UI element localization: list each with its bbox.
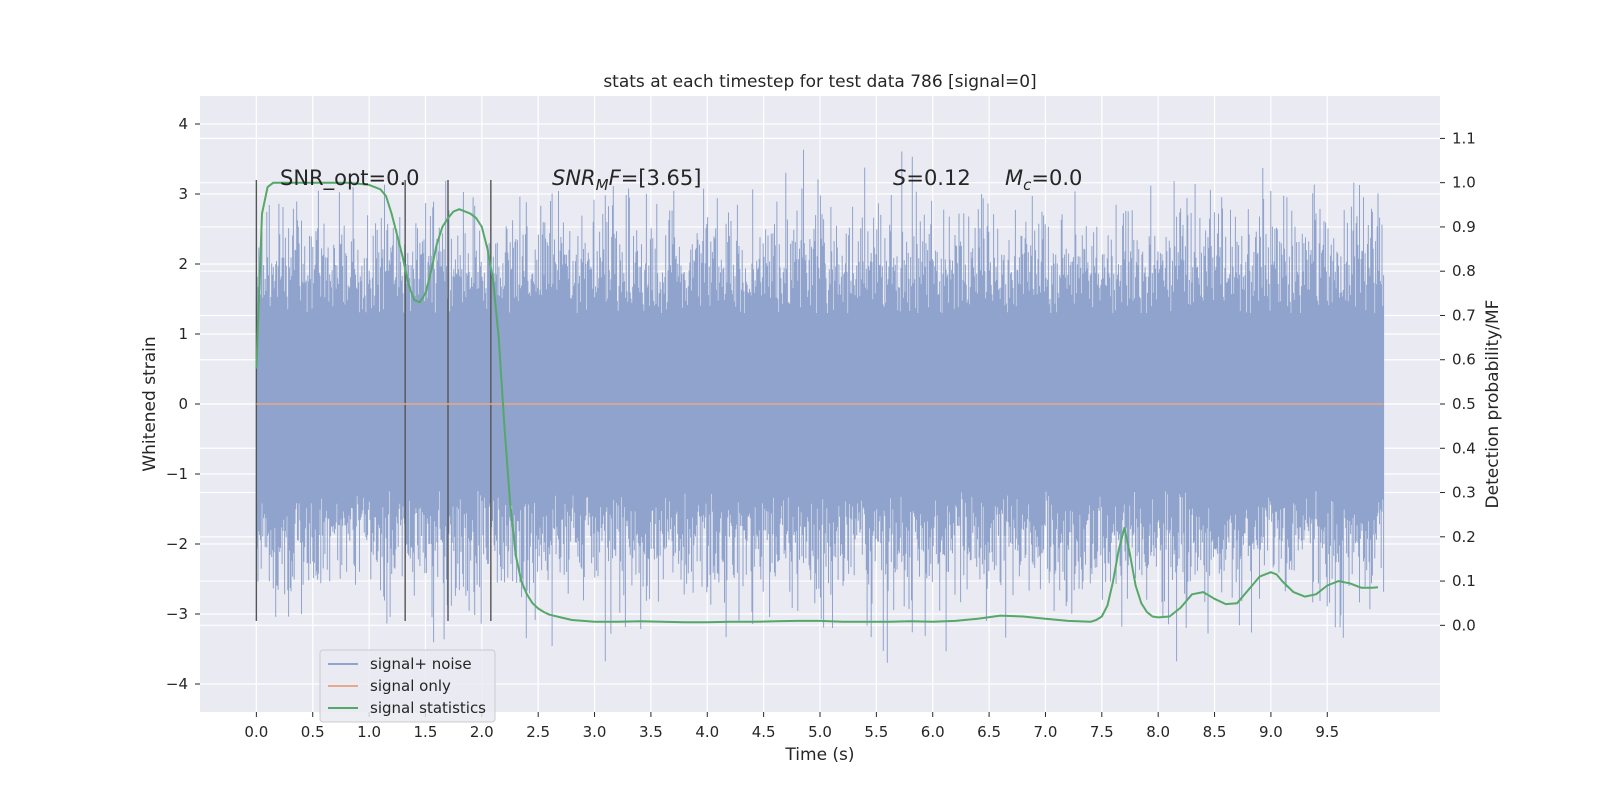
legend-label-signal-noise: signal+ noise: [370, 655, 472, 673]
x-tick-14: 7.0: [1034, 723, 1058, 741]
annotation-s-value: =0.12: [906, 166, 970, 190]
x-tick-labels: 0.0 0.5 1.0 1.5 2.0 2.5 3.0 3.5 4.0 4.5 5.0 5.5 6.0 6…: [244, 712, 1339, 741]
annotation-snr-opt: SNR_opt=0.0: [280, 166, 420, 191]
x-tick-17: 8.5: [1203, 723, 1227, 741]
y-left-tick-8: −4: [166, 675, 188, 693]
y-right-tick-0: 1.1: [1452, 129, 1476, 147]
y-left-tick-6: −2: [166, 535, 188, 553]
x-tick-4: 2.0: [470, 723, 494, 741]
x-tick-13: 6.5: [977, 723, 1001, 741]
x-axis-label: Time (s): [784, 745, 854, 765]
y-left-tick-labels: 4 3 2 1 0 −1 −2 −3 −4: [166, 115, 200, 693]
x-tick-19: 9.5: [1315, 723, 1339, 741]
annotation-mc: Mc=0.0: [1005, 166, 1082, 194]
y-right-tick-3: 0.8: [1452, 262, 1476, 280]
y-right-tick-9: 0.2: [1452, 528, 1476, 546]
y-right-tick-1: 1.0: [1452, 174, 1476, 192]
y-left-tick-3: 1: [178, 325, 188, 343]
y-right-tick-8: 0.3: [1452, 484, 1476, 502]
vertical-markers: [255, 180, 492, 621]
x-tick-1: 0.5: [301, 723, 325, 741]
x-tick-9: 4.5: [752, 723, 776, 741]
y-right-tick-2: 0.9: [1452, 218, 1476, 236]
annotation-snr-mf-f: F: [609, 166, 622, 190]
x-tick-2: 1.0: [357, 723, 381, 741]
annotation-snr-mf-value: =[3.65]: [621, 166, 702, 190]
signal-statistics-line: [255, 181, 1379, 624]
y-right-tick-10: 0.1: [1452, 572, 1476, 590]
x-tick-8: 4.0: [695, 723, 719, 741]
y-right-tick-labels: 1.1 1.0 0.9 0.8 0.7 0.6 0.5 0.4 0.3 0.2 0.1 0.0: [1440, 129, 1476, 634]
legend-box: [319, 649, 496, 723]
annotation-mc-value: =0.0: [1031, 166, 1082, 190]
y-right-tick-11: 0.0: [1452, 616, 1476, 634]
y-left-tick-1: 3: [178, 185, 188, 203]
legend-label-signal-statistics: signal statistics: [370, 699, 486, 717]
x-tick-12: 6.0: [921, 723, 945, 741]
x-tick-10: 5.0: [808, 723, 832, 741]
y-left-tick-4: 0: [178, 395, 188, 413]
y-left-axis-label: Whitened strain: [140, 336, 160, 471]
y-left-tick-0: 4: [178, 115, 188, 133]
x-tick-11: 5.5: [864, 723, 888, 741]
signal-statistics-series: [255, 181, 1379, 624]
y-right-tick-5: 0.6: [1452, 351, 1476, 369]
x-tick-18: 9.0: [1259, 723, 1283, 741]
y-right-tick-6: 0.5: [1452, 395, 1476, 413]
annotation-s: S=0.12: [893, 166, 971, 190]
x-tick-5: 2.5: [526, 723, 550, 741]
annotation-snr-mf-main: SNR: [552, 166, 596, 190]
legend-label-signal-only: signal only: [370, 677, 451, 695]
annotation-s-main: S: [893, 166, 906, 190]
y-right-axis-label: Detection probability/MF: [1483, 300, 1503, 509]
y-left-tick-2: 2: [178, 255, 188, 273]
annotation-snr-mf: SNRMF=[3.65]: [552, 166, 701, 194]
chart-title: stats at each timestep for test data 786…: [603, 72, 1036, 92]
y-right-tick-4: 0.7: [1452, 306, 1476, 324]
x-tick-16: 8.0: [1146, 723, 1170, 741]
y-left-tick-5: −1: [166, 465, 188, 483]
signal-noise-series: [255, 149, 1385, 663]
annotation-mc-main: M: [1005, 166, 1023, 190]
x-tick-6: 3.0: [583, 723, 607, 741]
annotations: SNR_opt=0.0 SNRMF=[3.65] S=0.12 Mc=0.0: [280, 166, 1082, 194]
x-tick-7: 3.5: [639, 723, 663, 741]
x-tick-3: 1.5: [414, 723, 438, 741]
legend: signal+ noise signal only signal statist…: [319, 649, 496, 723]
y-right-tick-7: 0.4: [1452, 439, 1476, 457]
x-tick-0: 0.0: [244, 723, 268, 741]
x-tick-15: 7.5: [1090, 723, 1114, 741]
annotation-snr-mf-sub: M: [596, 176, 609, 194]
annotation-mc-sub: c: [1023, 176, 1032, 194]
y-left-tick-7: −3: [166, 605, 188, 623]
